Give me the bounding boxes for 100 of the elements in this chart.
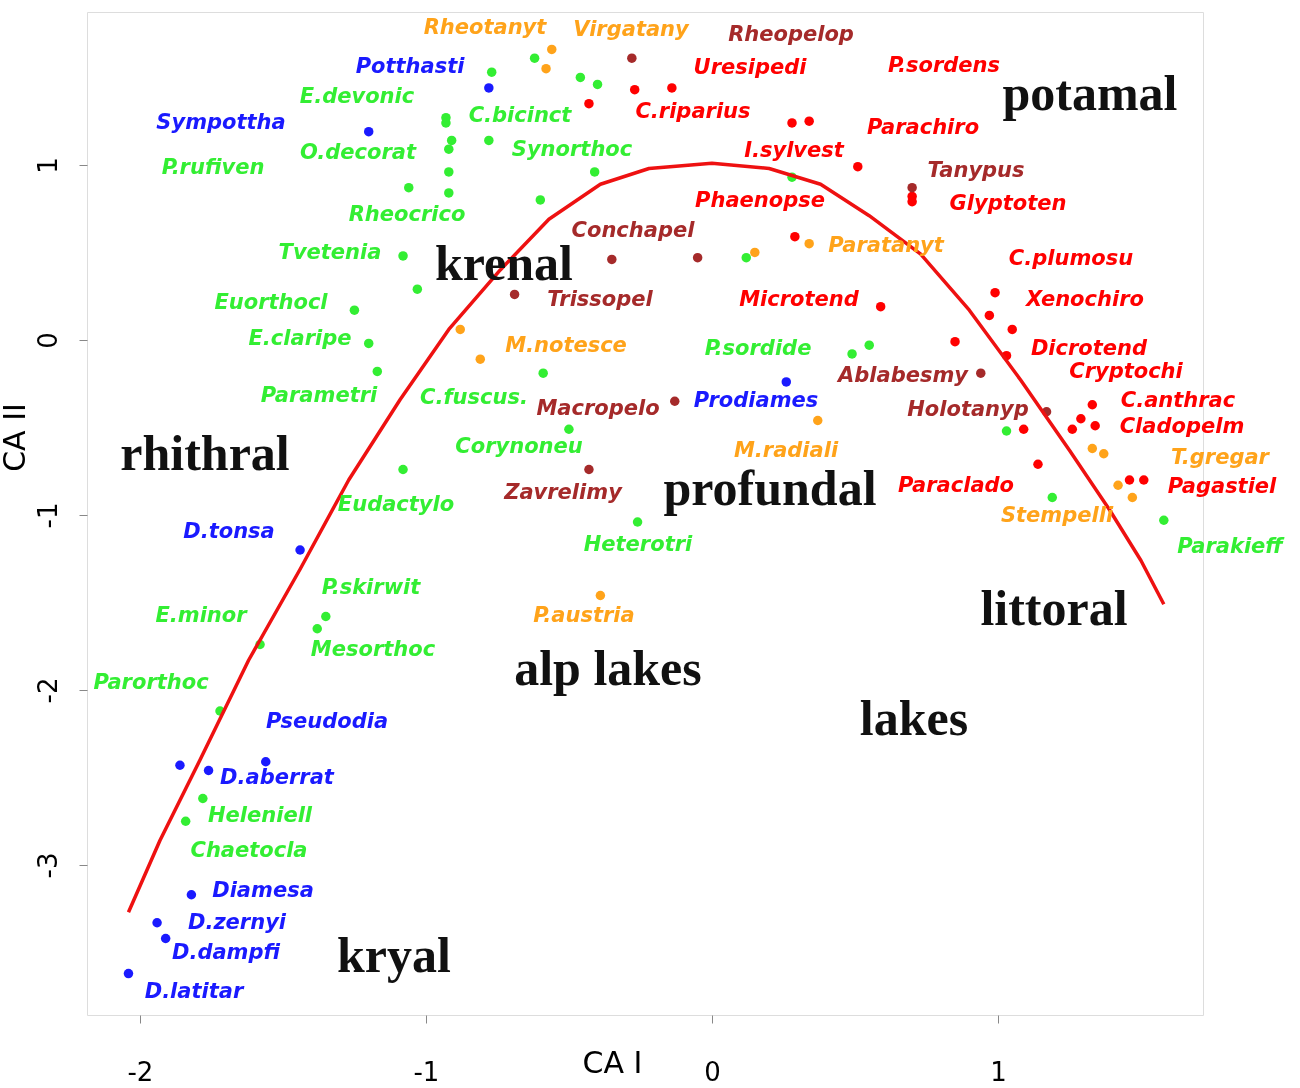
annotation: C.fuscus. [420,385,528,409]
point [412,284,423,294]
x-tick-label: -1 [413,1056,440,1087]
point [875,301,886,312]
point [398,251,408,261]
point [595,590,606,601]
point [123,968,134,979]
point [444,167,454,177]
annotation: Uresipedi [693,55,808,79]
point [564,424,574,434]
point [363,338,374,349]
point [175,760,185,770]
point [1113,480,1123,490]
x-tick-label: 0 [704,1056,721,1087]
annotation: Synorthoc [511,137,633,161]
x-tick-label: -2 [127,1056,154,1087]
annotation: T.gregar [1171,445,1271,469]
point [349,305,360,315]
annotation: Chaetocla [190,838,308,862]
annotation: Parametri [260,383,379,407]
annotation: D.tonsa [183,519,275,543]
point [261,757,271,767]
point [198,793,208,804]
annotation: O.decorat [299,140,417,164]
point [790,231,800,242]
point [787,118,797,128]
point [1090,421,1100,431]
annotation: Euorthocl [214,290,329,314]
point [509,289,520,300]
annotation: Potthasti [355,54,466,78]
annotation: Diamesa [212,878,314,902]
point [847,349,857,359]
annotation: P.sordide [704,336,812,360]
point [535,195,546,205]
annotation: Rheocrico [348,202,466,226]
annotation: Glyptoten [949,191,1067,215]
annotation: D.zernyi [187,910,287,934]
point [446,135,457,146]
annotation: Parachiro [866,115,980,139]
annotation: Tanypus [927,158,1025,182]
annotation: Heterotri [583,532,694,556]
point [950,336,960,347]
annotation: P.sordens [888,53,1000,77]
point [1139,475,1149,485]
point [1067,424,1078,434]
annotation: Conchapel [571,218,696,242]
annotation: D.latitar [144,979,245,1003]
point [484,135,494,146]
annotation: Ablabesmy [836,363,970,387]
point [312,624,322,634]
annotation: Microtend [739,287,860,311]
point [475,354,485,364]
point [575,72,586,83]
annotation: E.claripe [248,326,352,350]
point [321,611,331,622]
point [1087,443,1098,454]
annotation: D.dampfi [171,940,281,964]
point [180,816,191,826]
annotation: Holotanyp [907,397,1029,421]
annotation: Paraclado [897,473,1015,497]
point [692,252,703,263]
point [1007,324,1017,335]
point [1087,400,1098,410]
point [444,188,454,198]
annotation: alp lakes [514,640,702,696]
point [486,67,497,77]
point [295,545,305,555]
annotation: Trissopel [547,287,654,311]
point [1033,459,1043,469]
point [741,252,751,263]
annotation: Virgatany [573,17,691,41]
point [853,161,863,172]
annotation: E.minor [155,603,249,627]
annotation: D.aberrat [220,765,335,789]
annotation: littoral [980,580,1128,636]
point [372,366,383,377]
x-axis-title: CA I [582,1044,643,1080]
annotation: Heleniell [207,803,313,827]
annotation: C.anthrac [1120,388,1236,412]
annotation: M.radiali [733,438,839,462]
point [907,182,917,193]
point [160,933,171,944]
point [629,84,640,95]
annotation: Xenochiro [1024,287,1144,311]
annotation: E.devonic [299,84,415,108]
point [363,126,374,137]
annotation: C.bicinct [468,103,573,127]
point [976,368,986,378]
y-tick-label: -3 [32,852,63,879]
point [1124,475,1135,485]
point [632,517,643,527]
y-tick-label: 0 [32,332,63,349]
y-tick-label: 1 [32,157,63,174]
y-tick-label: -2 [32,677,63,704]
point [203,765,214,776]
annotation: profundal [663,460,877,516]
point [864,340,874,350]
y-axis-title: CA II [0,403,32,472]
annotation: lakes [859,690,969,746]
annotation: Zavrelimy [503,480,624,504]
